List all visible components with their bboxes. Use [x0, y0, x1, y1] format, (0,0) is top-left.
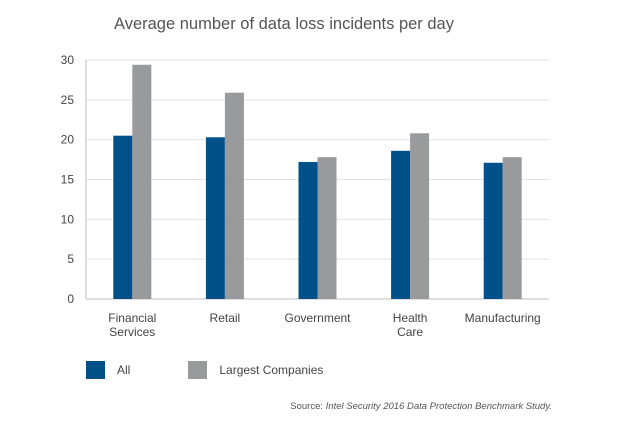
legend-swatch-all — [86, 361, 105, 379]
bar-largest-0 — [132, 64, 152, 299]
bar-largest-3 — [410, 133, 430, 299]
y-tick-label: 5 — [67, 252, 74, 266]
x-tick-label: Care — [397, 325, 423, 339]
legend-swatch-largest-companies — [188, 361, 208, 379]
x-tick-label: Retail — [210, 311, 241, 325]
bar-largest-1 — [224, 92, 244, 299]
y-tick-label: 30 — [61, 53, 75, 67]
y-tick-label: 25 — [61, 93, 75, 107]
x-tick-label: Health — [393, 311, 428, 325]
x-tick-label: Financial — [108, 311, 156, 325]
source-text: Intel Security 2016 Data Protection Benc… — [325, 401, 552, 412]
bar-largest-2 — [317, 157, 337, 299]
x-tick-label: Government — [284, 311, 351, 325]
x-tick-label: Manufacturing — [465, 311, 541, 325]
y-tick-label: 10 — [61, 212, 75, 226]
bar-all-3 — [391, 150, 411, 299]
y-tick-label: 20 — [61, 133, 75, 147]
legend: All Largest Companies — [86, 361, 323, 379]
x-tick-label: Services — [109, 325, 155, 339]
chart-title: Average number of data loss incidents pe… — [114, 15, 454, 33]
bar-all-0 — [113, 135, 133, 299]
legend-label-largest-companies: Largest Companies — [219, 363, 324, 377]
legend-item-largest-companies: Largest Companies — [188, 361, 323, 379]
legend-label-all: All — [117, 363, 131, 377]
legend-item-all: All — [86, 361, 130, 379]
bar-largest-4 — [502, 157, 522, 299]
source-label: Source: — [290, 401, 323, 412]
y-tick-label: 0 — [67, 292, 74, 306]
bar-all-2 — [298, 161, 318, 299]
bar-all-4 — [483, 162, 503, 299]
source-note: Source: Intel Security 2016 Data Protect… — [290, 401, 552, 412]
bar-all-1 — [205, 137, 225, 299]
y-tick-label: 15 — [61, 173, 75, 187]
